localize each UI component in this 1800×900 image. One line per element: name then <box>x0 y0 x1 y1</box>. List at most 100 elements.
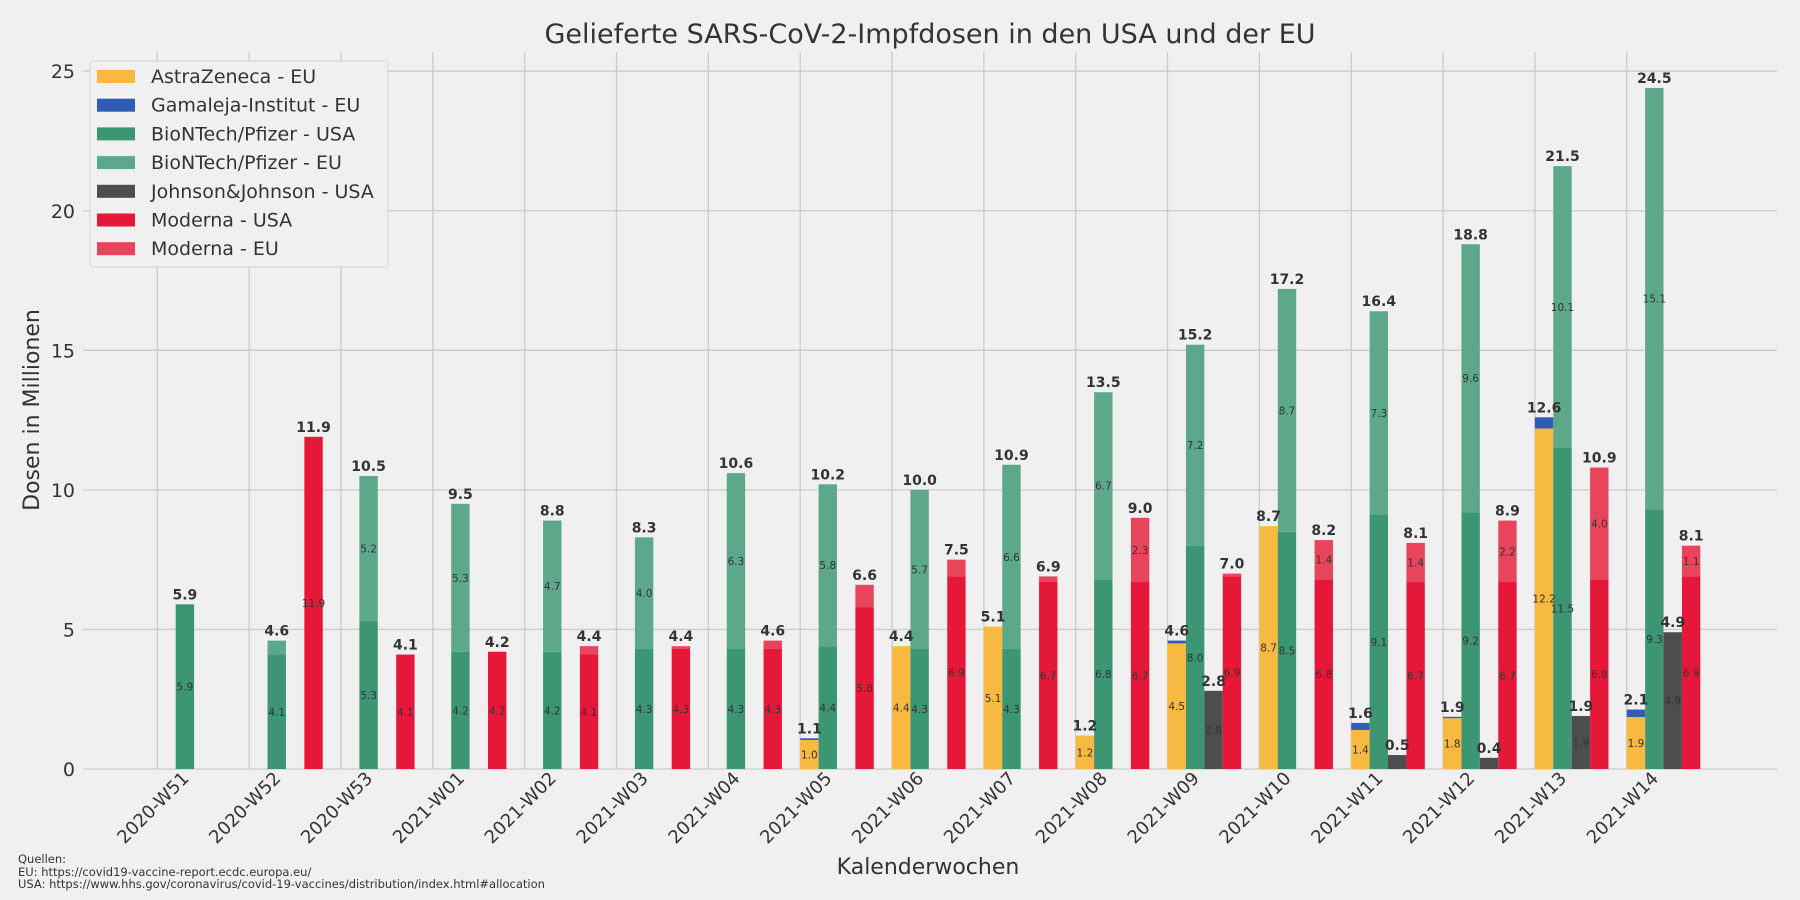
bar-segment <box>1681 545 1701 577</box>
total-value-label: 9.5 <box>448 487 473 503</box>
total-value-label: 8.1 <box>1679 529 1704 545</box>
bar-segment <box>1185 344 1205 546</box>
total-value-label: 4.9 <box>1660 615 1685 631</box>
sources-note: Quellen: EU: https://covid19-vaccine-rep… <box>18 853 545 891</box>
total-value-label: 1.9 <box>1568 699 1593 715</box>
x-tick-label: 2021-W05 <box>756 768 836 848</box>
bar-segment <box>1388 755 1407 769</box>
bar-segment <box>359 475 378 622</box>
segment-value-label: 5.3 <box>360 690 377 702</box>
bar-segment <box>892 646 911 769</box>
segment-value-label: 12.2 <box>1532 594 1555 606</box>
x-tick-label: 2021-W04 <box>664 768 744 848</box>
bar-segment <box>1351 722 1370 730</box>
bar-segment <box>1590 467 1609 580</box>
legend-swatch <box>97 213 135 227</box>
bars <box>175 87 1701 769</box>
x-tick-label: 2021-W08 <box>1032 768 1112 848</box>
segment-value-label: 8.7 <box>1279 405 1296 417</box>
total-value-label: 16.4 <box>1362 294 1397 310</box>
bar-segment <box>763 648 782 769</box>
legend-label: Johnson&Johnson - USA <box>150 181 374 203</box>
segment-value-label: 1.4 <box>1352 744 1369 756</box>
total-value-label: 4.6 <box>264 624 289 640</box>
legend: AstraZeneca - EU Gamaleja-Institut - EU Bi… <box>89 60 389 268</box>
bar-segment <box>1553 448 1572 769</box>
segment-value-label: 4.3 <box>636 704 653 716</box>
segment-value-label: 6.7 <box>1407 670 1424 682</box>
segment-value-label: 5.7 <box>911 564 928 576</box>
segment-value-label: 6.7 <box>1499 670 1516 682</box>
x-tick-label: 2021-W06 <box>848 768 928 848</box>
bar-segment <box>1534 428 1554 769</box>
bar-segment <box>1094 579 1113 769</box>
segment-value-label: 4.2 <box>489 705 506 717</box>
legend-swatch <box>97 98 135 112</box>
legend-swatch <box>97 156 135 170</box>
segment-value-label: 7.2 <box>1187 440 1204 452</box>
bar-segment <box>1204 690 1223 769</box>
bar-segment <box>1314 540 1333 580</box>
source-usa: USA: https://www.hhs.gov/coronavirus/cov… <box>18 877 545 891</box>
total-value-label: 2.8 <box>1201 674 1226 690</box>
bar-segment <box>910 648 929 769</box>
x-tick-label: 2020-W52 <box>205 768 285 848</box>
legend-label: Moderna - USA <box>151 210 292 232</box>
data-labels: 5.9 5.9 4.1 4.6 11.9 11.9 5.3 5.2 10.5 4.1 4.1 4.2 5… <box>172 71 1703 762</box>
bar-segment <box>947 559 966 577</box>
total-value-label: 8.2 <box>1311 523 1336 539</box>
segment-value-label: 15.1 <box>1643 294 1666 306</box>
segment-value-label: 6.8 <box>1095 669 1112 681</box>
x-tick-label: 2021-W02 <box>481 768 561 848</box>
legend-frame <box>89 60 389 268</box>
x-tick-label: 2021-W10 <box>1215 768 1295 848</box>
segment-value-label: 6.9 <box>1683 668 1700 680</box>
bar-segment <box>1222 573 1242 577</box>
legend-label: Gamaleja-Institut - EU <box>151 95 360 117</box>
segment-value-label: 8.0 <box>1187 652 1204 664</box>
bar-segment <box>726 648 746 769</box>
bar-segment <box>1443 718 1462 769</box>
total-value-label: 17.2 <box>1270 272 1305 288</box>
bar-segment <box>267 640 286 655</box>
bar-segment <box>1571 715 1591 769</box>
bar-segment <box>1369 515 1389 769</box>
segment-value-label: 2.2 <box>1499 546 1516 558</box>
total-value-label: 1.9 <box>1440 700 1465 716</box>
x-tick-label: 2021-W13 <box>1491 768 1571 848</box>
bar-segment <box>1094 392 1113 580</box>
y-axis-ticks: 0 5 10 15 20 25 <box>51 61 75 781</box>
x-tick-label: 2020-W53 <box>297 768 377 848</box>
total-value-label: 10.0 <box>902 473 937 489</box>
bar-segment <box>1039 581 1058 769</box>
y-tick-label: 25 <box>51 61 75 83</box>
total-value-label: 4.4 <box>889 629 914 645</box>
segment-value-label: 4.3 <box>1003 704 1020 716</box>
total-value-label: 5.9 <box>172 587 197 603</box>
total-value-label: 7.5 <box>944 543 969 559</box>
segment-value-label: 9.2 <box>1462 636 1479 648</box>
total-value-label: 8.8 <box>540 504 565 520</box>
segment-value-label: 6.7 <box>1095 481 1112 493</box>
y-tick-label: 10 <box>51 480 75 502</box>
bar-segment <box>1590 579 1609 769</box>
segment-value-label: 5.8 <box>819 560 836 572</box>
legend-swatch <box>97 70 135 83</box>
segment-value-label: 4.4 <box>819 703 836 715</box>
legend-swatch <box>97 127 135 141</box>
bar-segment <box>1553 166 1572 449</box>
total-value-label: 13.5 <box>1086 375 1121 391</box>
segment-value-label: 4.7 <box>544 581 561 593</box>
bar-segment <box>1277 288 1297 532</box>
segment-value-label: 4.2 <box>452 705 469 717</box>
total-value-label: 9.0 <box>1128 501 1153 517</box>
total-value-label: 10.5 <box>351 459 386 475</box>
bar-segment <box>1645 87 1664 510</box>
total-value-label: 10.6 <box>719 456 754 472</box>
x-tick-label: 2020-W51 <box>113 768 193 848</box>
x-tick-label: 2021-W14 <box>1583 768 1663 848</box>
segment-value-label: 4.4 <box>893 703 910 715</box>
y-tick-label: 15 <box>51 340 75 362</box>
bar-segment <box>1479 757 1499 769</box>
